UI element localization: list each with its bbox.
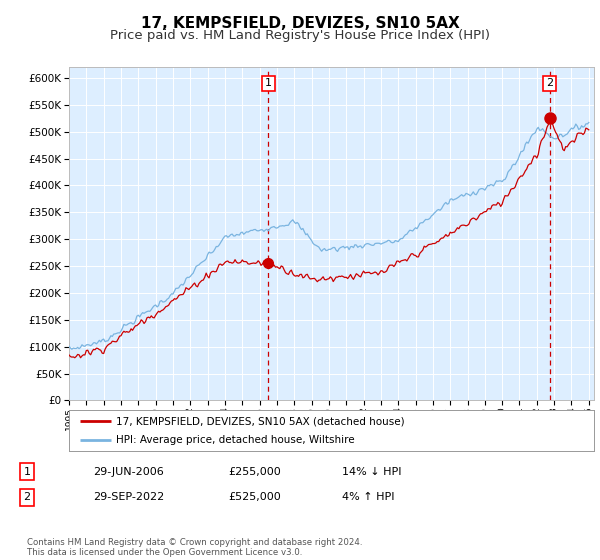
Text: 14% ↓ HPI: 14% ↓ HPI — [342, 466, 401, 477]
Text: £255,000: £255,000 — [228, 466, 281, 477]
Text: 17, KEMPSFIELD, DEVIZES, SN10 5AX: 17, KEMPSFIELD, DEVIZES, SN10 5AX — [140, 16, 460, 31]
Text: Price paid vs. HM Land Registry's House Price Index (HPI): Price paid vs. HM Land Registry's House … — [110, 29, 490, 42]
Text: 1: 1 — [23, 466, 31, 477]
Text: 29-JUN-2006: 29-JUN-2006 — [93, 466, 164, 477]
Text: 1: 1 — [265, 78, 272, 88]
Text: 2: 2 — [23, 492, 31, 502]
Text: 29-SEP-2022: 29-SEP-2022 — [93, 492, 164, 502]
Text: £525,000: £525,000 — [228, 492, 281, 502]
Text: 17, KEMPSFIELD, DEVIZES, SN10 5AX (detached house): 17, KEMPSFIELD, DEVIZES, SN10 5AX (detac… — [116, 417, 405, 426]
Text: HPI: Average price, detached house, Wiltshire: HPI: Average price, detached house, Wilt… — [116, 435, 355, 445]
Text: 2: 2 — [546, 78, 553, 88]
Text: Contains HM Land Registry data © Crown copyright and database right 2024.
This d: Contains HM Land Registry data © Crown c… — [27, 538, 362, 557]
Text: 4% ↑ HPI: 4% ↑ HPI — [342, 492, 395, 502]
